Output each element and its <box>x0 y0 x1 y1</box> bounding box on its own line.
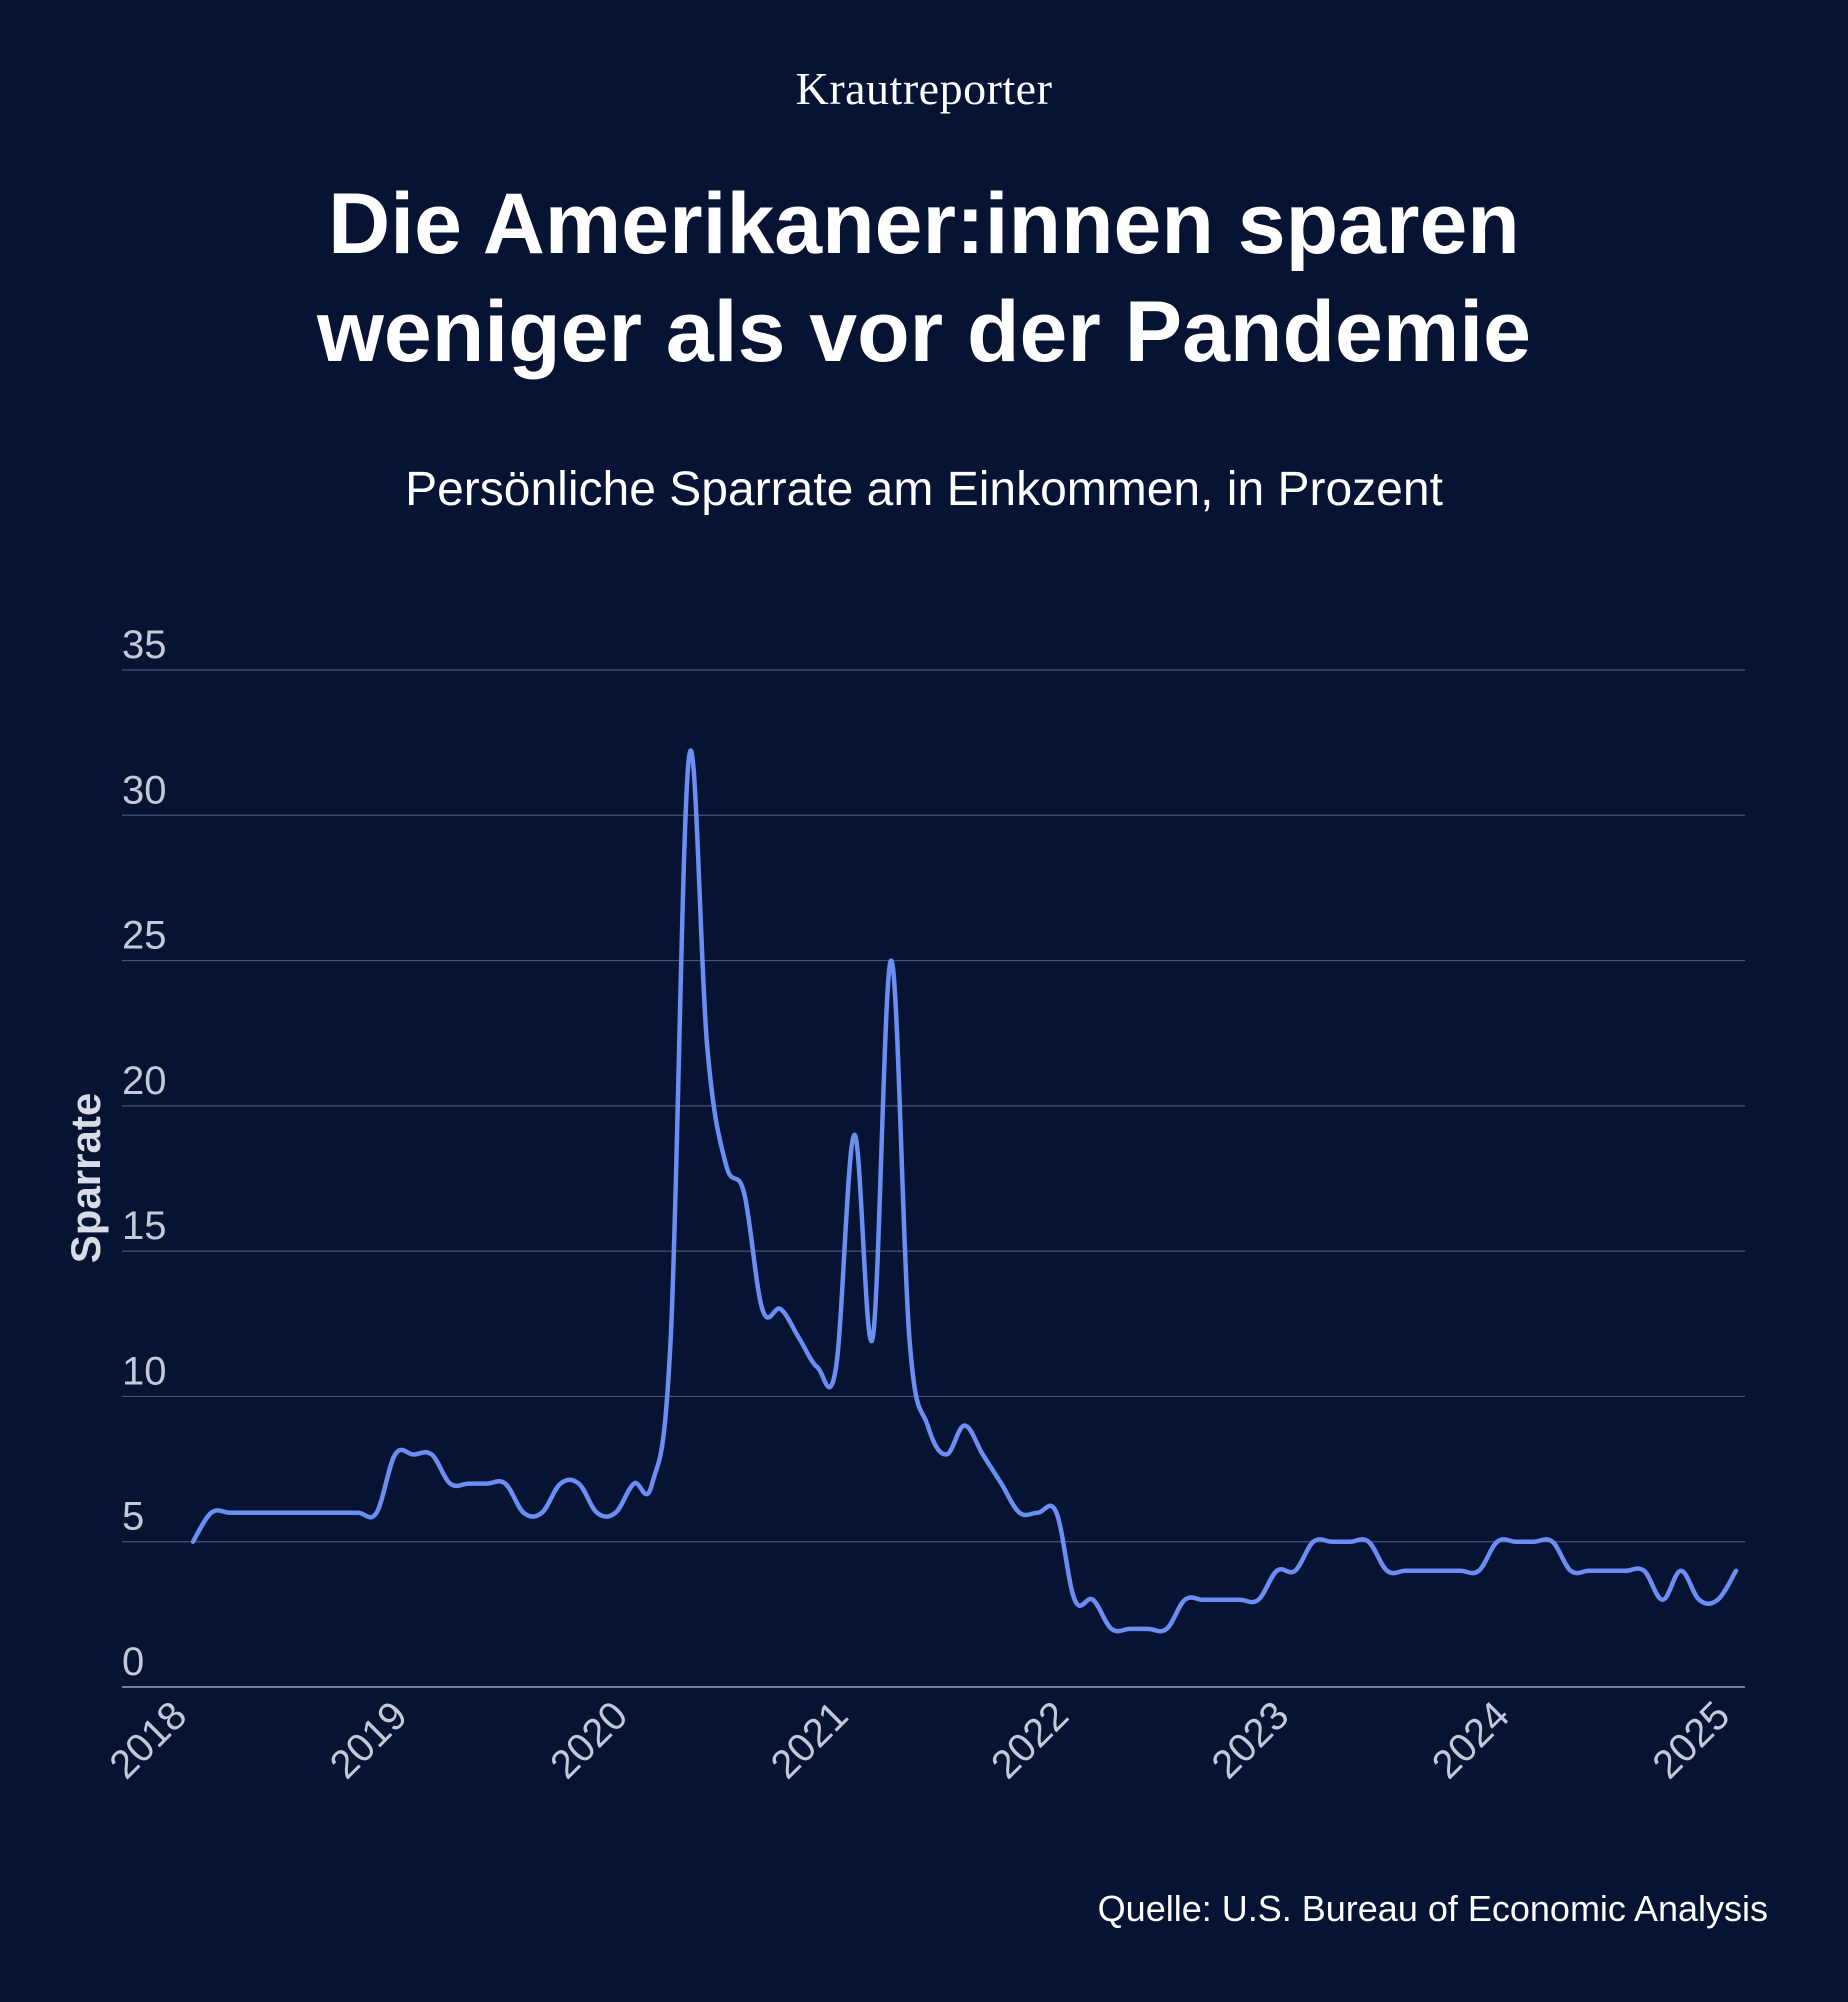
chart-subtitle: Persönliche Sparrate am Einkommen, in Pr… <box>405 463 1443 516</box>
y-tick-label: 10 <box>122 1349 167 1393</box>
brand-logo: Krautreporter <box>795 63 1053 114</box>
y-tick-label: 15 <box>122 1204 167 1248</box>
x-tick-label: 2021 <box>763 1693 857 1787</box>
y-axis-ticks: 0 5 10 15 20 25 30 35 <box>122 623 167 1684</box>
x-tick-label: 2020 <box>542 1693 636 1787</box>
gridlines <box>122 669 1745 1688</box>
y-tick-label: 0 <box>122 1640 144 1684</box>
x-tick-label: 2018 <box>101 1693 195 1787</box>
x-tick-label: 2022 <box>983 1693 1077 1787</box>
chart-title-line-2: weniger als vor der Pandemie <box>316 284 1532 380</box>
chart-title-line-1: Die Amerikaner:innen sparen <box>328 176 1520 272</box>
y-axis-label: Sparrate <box>62 1093 109 1263</box>
y-tick-label: 35 <box>122 623 167 667</box>
chart-title: Die Amerikaner:innen sparen weniger als … <box>0 170 1848 386</box>
y-tick-label: 30 <box>122 768 167 812</box>
x-tick-label: 2025 <box>1644 1693 1738 1787</box>
y-tick-label: 20 <box>122 1059 167 1103</box>
x-tick-label: 2019 <box>322 1693 416 1787</box>
series-line-sparrate <box>190 748 1739 1634</box>
y-tick-label: 25 <box>122 914 167 958</box>
x-tick-label: 2023 <box>1203 1693 1297 1787</box>
source-note: Quelle: U.S. Bureau of Economic Analysis <box>1097 1888 1768 1929</box>
y-tick-label: 5 <box>122 1495 144 1539</box>
x-axis-ticks: 2018 2019 2020 2021 2022 2023 2024 2025 <box>101 1693 1738 1787</box>
x-tick-label: 2024 <box>1424 1693 1518 1787</box>
